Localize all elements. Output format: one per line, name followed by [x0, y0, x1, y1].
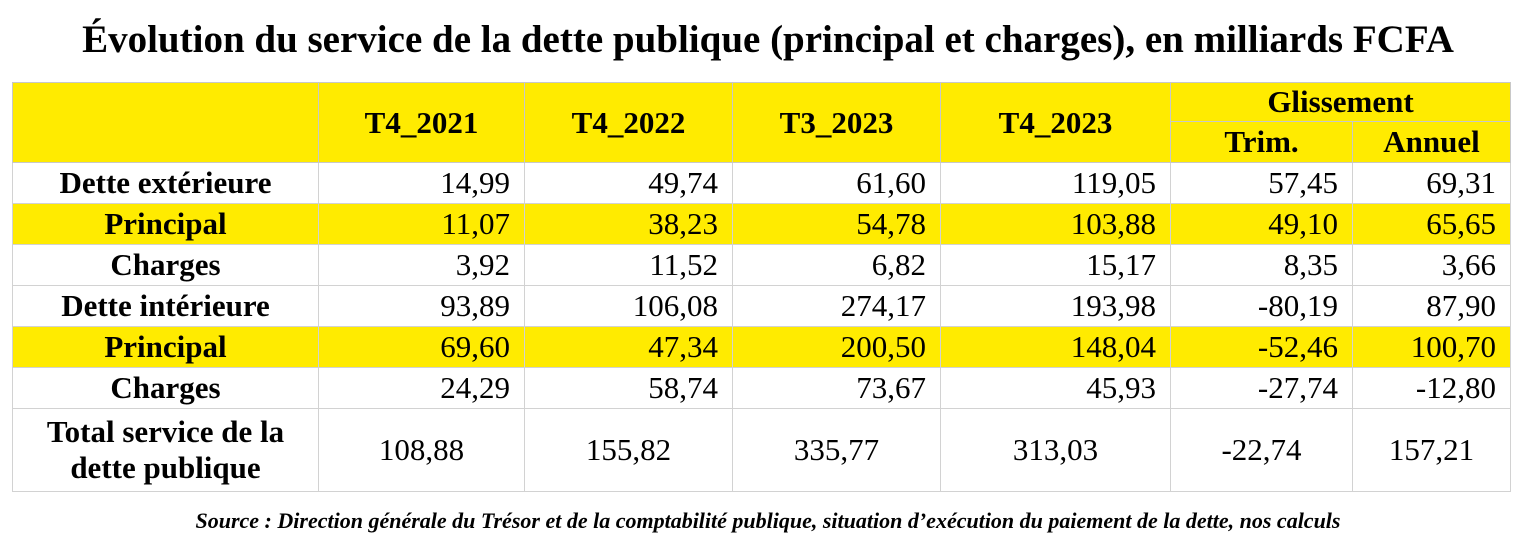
- table-cell: 87,90: [1352, 285, 1511, 327]
- table-cell: -52,46: [1170, 326, 1353, 368]
- row-label: Principal: [12, 203, 319, 245]
- table-cell: 335,77: [732, 408, 941, 492]
- table-row: Total service de la dette publique 108,88…: [12, 408, 1511, 492]
- table-cell: 93,89: [318, 285, 525, 327]
- row-label: Charges: [12, 244, 319, 286]
- table-cell: -12,80: [1352, 367, 1511, 409]
- sub-column-header: Trim.: [1170, 121, 1353, 163]
- table-cell: 14,99: [318, 162, 525, 204]
- table-cell: 73,67: [732, 367, 941, 409]
- table-cell: 100,70: [1352, 326, 1511, 368]
- table-cell: 54,78: [732, 203, 941, 245]
- table-cell: 61,60: [732, 162, 941, 204]
- table-body: Dette extérieure 14,99 49,74 61,60 119,05 57,…: [12, 162, 1511, 492]
- table-cell: 155,82: [524, 408, 733, 492]
- table-cell: 6,82: [732, 244, 941, 286]
- table-row: Charges 3,92 11,52 6,82 15,17 8,35 3,66: [12, 244, 1511, 286]
- sub-column-header: Annuel: [1352, 121, 1511, 163]
- table-row: Dette intérieure 93,89 106,08 274,17 193,98-…: [12, 285, 1511, 327]
- table-cell: 103,88: [940, 203, 1171, 245]
- group-header-glissement: Glissement: [1170, 82, 1511, 122]
- table-cell: 200,50: [732, 326, 941, 368]
- column-header: T4_2022: [524, 82, 733, 163]
- table-cell: 108,88: [318, 408, 525, 492]
- table-cell: 3,92: [318, 244, 525, 286]
- table-row: Dette extérieure 14,99 49,74 61,60 119,05 57,…: [12, 162, 1511, 204]
- row-label: Dette intérieure: [12, 285, 319, 327]
- table-cell: 157,21: [1352, 408, 1511, 492]
- column-header: T3_2023: [732, 82, 941, 163]
- table-cell: 11,07: [318, 203, 525, 245]
- row-label: Charges: [12, 367, 319, 409]
- table-cell: 3,66: [1352, 244, 1511, 286]
- table-title: Évolution du service de la dette publiqu…: [82, 18, 1454, 61]
- table-cell: 69,31: [1352, 162, 1511, 204]
- table-cell: 57,45: [1170, 162, 1353, 204]
- table-row: Principal 11,07 38,23 54,78 103,88 49,10 65,65: [12, 203, 1511, 245]
- column-header: T4_2021: [318, 82, 525, 163]
- table-cell: -27,74: [1170, 367, 1353, 409]
- table-cell: 69,60: [318, 326, 525, 368]
- header-corner: [12, 82, 319, 163]
- source-note: Source : Direction générale du Trésor et…: [195, 508, 1341, 533]
- table-cell: 45,93: [940, 367, 1171, 409]
- table-cell: 106,08: [524, 285, 733, 327]
- table-cell: 49,10: [1170, 203, 1353, 245]
- table-cell: 15,17: [940, 244, 1171, 286]
- table-cell: 193,98: [940, 285, 1171, 327]
- table-cell: 58,74: [524, 367, 733, 409]
- table-cell: 24,29: [318, 367, 525, 409]
- column-header: T4_2023: [940, 82, 1171, 163]
- table-cell: -80,19: [1170, 285, 1353, 327]
- table-cell: 47,34: [524, 326, 733, 368]
- table-cell: 11,52: [524, 244, 733, 286]
- table-cell: 274,17: [732, 285, 941, 327]
- table-cell: 65,65: [1352, 203, 1511, 245]
- table-cell: 8,35: [1170, 244, 1353, 286]
- row-label: Total service de la dette publique: [12, 408, 319, 492]
- table-cell: 119,05: [940, 162, 1171, 204]
- table-row: Charges 24,29 58,74 73,67 45,93 -27,74 -12,80: [12, 367, 1511, 409]
- row-label: Principal: [12, 326, 319, 368]
- debt-service-table: T4_2021 T4_2022 T3_2023 T4_2023 Glisseme…: [12, 82, 1511, 492]
- table-row: Principal 69,60 47,34 200,50 148,04 -52,46 100…: [12, 326, 1511, 368]
- row-label: Dette extérieure: [12, 162, 319, 204]
- table-cell: 148,04: [940, 326, 1171, 368]
- table-cell: 38,23: [524, 203, 733, 245]
- table-cell: 313,03: [940, 408, 1171, 492]
- table-cell: 49,74: [524, 162, 733, 204]
- table-cell: -22,74: [1170, 408, 1353, 492]
